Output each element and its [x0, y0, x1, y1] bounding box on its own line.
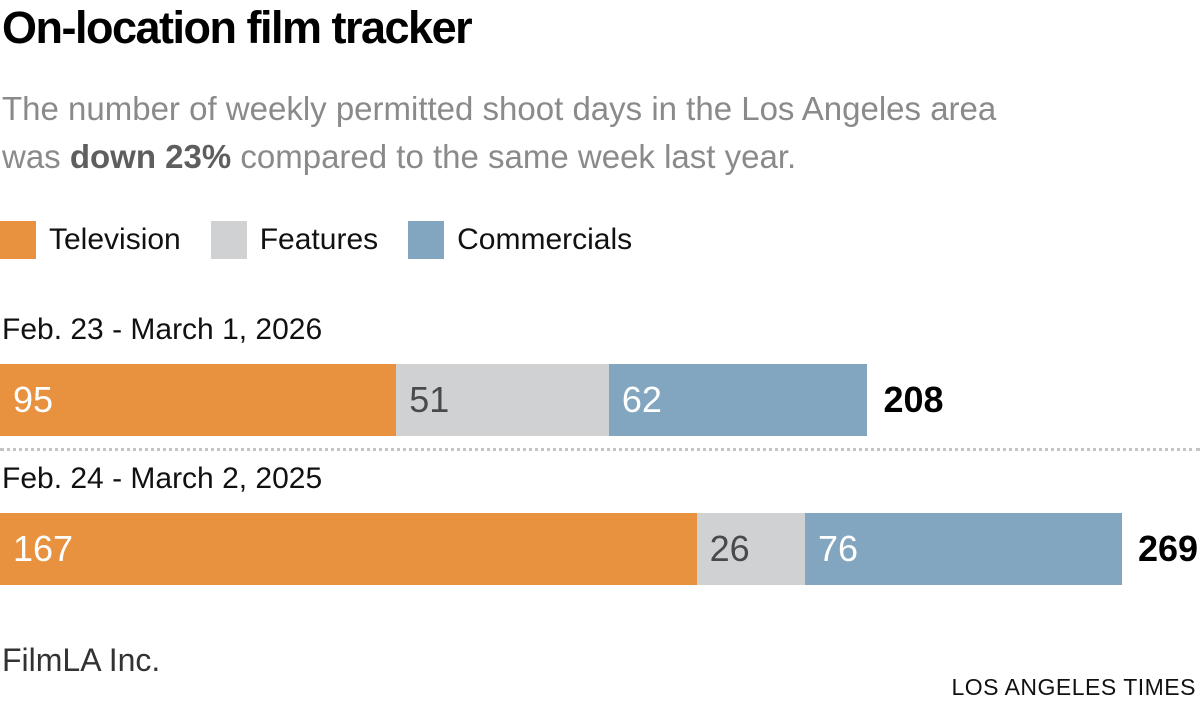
- bar-category-label: Feb. 24 - March 2, 2025: [2, 462, 323, 495]
- bar-row: 167 26 76 269: [0, 513, 1200, 585]
- bar-row: 95 51 62 208: [0, 364, 1200, 436]
- publisher-credit: LOS ANGELES TIMES: [951, 674, 1196, 700]
- bar-total-label: 208: [883, 379, 944, 420]
- bar-category-label: Feb. 23 - March 1, 2026: [2, 313, 323, 346]
- legend-item-features: Features: [210, 221, 379, 259]
- bar-total-label: 269: [1137, 528, 1199, 569]
- legend-swatch-features: [210, 221, 247, 259]
- legend-label: Television: [49, 223, 181, 256]
- bar-segment-commercials: 62: [608, 364, 868, 436]
- stacked-bar: 167 26 76: [0, 513, 1122, 585]
- bar-segment-commercials: 76: [804, 513, 1122, 585]
- legend-item-television: Television: [0, 221, 181, 259]
- legend-label: Features: [259, 223, 379, 256]
- bar-segment-television: 95: [0, 364, 397, 436]
- stacked-bar-chart: Feb. 23 - March 1, 2026 95 51 62 208 Feb. 24 …: [0, 314, 1200, 585]
- subtitle-line2-start: was: [2, 138, 70, 175]
- subtitle-highlight: down 23%: [69, 138, 232, 175]
- bar-segment-features: 51: [396, 364, 609, 436]
- chart-subtitle: The number of weekly permitted shoot day…: [2, 85, 1200, 181]
- dotted-divider: [0, 448, 1200, 451]
- subtitle-line2-end: compared to the same week last year.: [231, 138, 797, 175]
- source-attribution: FilmLA Inc.: [2, 642, 161, 678]
- chart-title: On-location film tracker: [2, 2, 473, 53]
- chart-legend: Television Features Commercials: [0, 221, 1200, 259]
- bar-segment-television: 167: [0, 513, 697, 585]
- legend-swatch-television: [0, 221, 36, 259]
- stacked-bar: 95 51 62: [0, 364, 868, 436]
- subtitle-line1: The number of weekly permitted shoot day…: [2, 90, 997, 127]
- legend-swatch-commercials: [408, 221, 445, 259]
- bar-segment-features: 26: [696, 513, 805, 585]
- legend-item-commercials: Commercials: [408, 221, 632, 259]
- legend-label: Commercials: [457, 223, 633, 256]
- film-tracker-chart-card: On-location film tracker The number of w…: [0, 5, 1200, 709]
